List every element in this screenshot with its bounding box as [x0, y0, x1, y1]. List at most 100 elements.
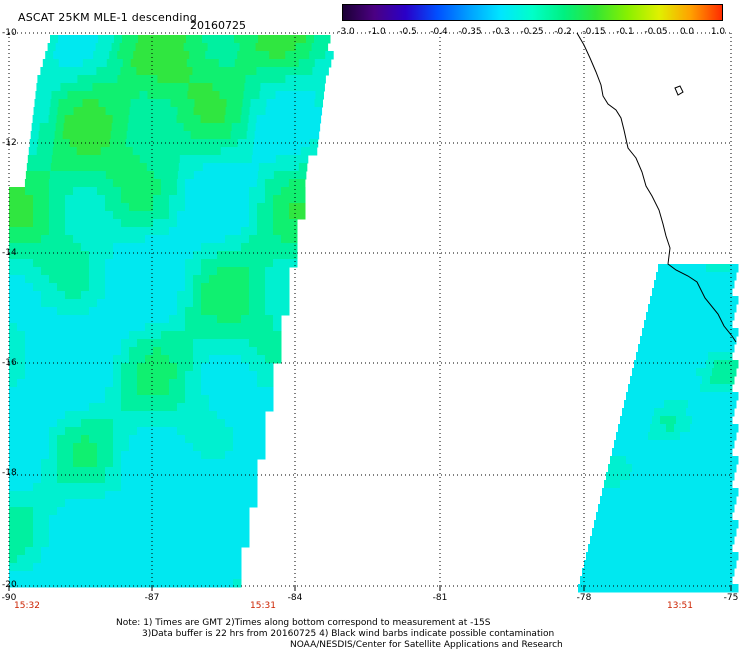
wind-cell: [710, 504, 719, 513]
wind-cell: [297, 171, 307, 180]
wind-cell: [41, 507, 50, 516]
wind-cell: [169, 443, 178, 452]
wind-cell: [646, 408, 655, 417]
wind-cell: [632, 528, 641, 537]
wind-cell: [25, 563, 34, 572]
wind-cell: [720, 464, 729, 473]
wind-cell: [257, 203, 266, 212]
wind-cell: [249, 419, 258, 428]
wind-cell: [144, 67, 153, 76]
wind-cell: [273, 283, 282, 292]
wind-cell: [105, 211, 114, 220]
wind-cell: [257, 339, 266, 348]
wind-cell: [712, 368, 721, 377]
wind-cell: [81, 235, 90, 244]
wind-cell: [272, 67, 281, 76]
wind-cell: [209, 387, 218, 396]
wind-cell: [688, 464, 697, 473]
wind-cell: [191, 123, 201, 132]
wind-cell: [209, 379, 218, 388]
wind-cell: [169, 403, 178, 412]
wind-cell: [17, 243, 26, 252]
wind-cell: [153, 307, 162, 316]
wind-cell: [257, 451, 266, 460]
wind-cell: [17, 459, 26, 468]
wind-cell: [121, 563, 130, 572]
wind-cell: [121, 507, 130, 516]
wind-cell: [97, 331, 106, 340]
wind-cell: [51, 155, 61, 164]
wind-cell: [674, 296, 683, 305]
wind-cell: [25, 267, 34, 276]
wind-cell: [176, 67, 185, 76]
wind-cell: [220, 147, 230, 156]
wind-cell: [113, 467, 122, 476]
wind-cell: [33, 107, 43, 116]
lon-label: -84: [287, 593, 303, 603]
wind-cell: [89, 211, 98, 220]
wind-cell: [49, 275, 58, 284]
wind-cell: [97, 227, 106, 236]
wind-cell: [322, 35, 331, 44]
wind-cell: [73, 539, 82, 548]
wind-cell: [82, 99, 92, 108]
wind-cell: [48, 179, 58, 188]
wind-cell: [241, 211, 250, 220]
wind-cell: [137, 531, 146, 540]
wind-cell: [145, 355, 154, 364]
wind-cell: [289, 219, 298, 228]
wind-cell: [209, 411, 218, 420]
wind-cell: [193, 331, 202, 340]
wind-cell: [193, 307, 202, 316]
wind-cell: [660, 576, 669, 585]
wind-cell: [17, 387, 26, 396]
wind-cell: [690, 520, 699, 529]
wind-cell: [169, 299, 178, 308]
wind-cell: [169, 171, 179, 180]
wind-cell: [81, 331, 90, 340]
note-line: 3)Data buffer is 22 hrs from 20160725 4)…: [142, 629, 555, 639]
wind-cell: [638, 440, 647, 449]
wind-cell: [57, 227, 66, 236]
wind-cell: [49, 371, 58, 380]
wind-cell: [602, 520, 611, 529]
wind-cell: [684, 576, 693, 585]
wind-cell: [193, 243, 202, 252]
wind-cell: [666, 552, 675, 561]
wind-cell: [209, 403, 218, 412]
wind-cell: [274, 163, 284, 172]
wind-cell: [201, 435, 210, 444]
wind-cell: [698, 392, 707, 401]
wind-cell: [185, 363, 194, 372]
wind-cell: [137, 211, 146, 220]
wind-cell: [664, 304, 673, 313]
wind-cell: [249, 483, 258, 492]
wind-cell: [702, 312, 711, 321]
wind-cell: [33, 355, 42, 364]
wind-cell: [296, 67, 305, 76]
wind-cell: [241, 515, 250, 524]
wind-cell: [297, 107, 307, 116]
wind-cell: [630, 568, 639, 577]
wind-cell: [185, 475, 194, 484]
wind-cell: [281, 219, 290, 228]
wind-cell: [184, 67, 193, 76]
wind-cell: [145, 299, 154, 308]
wind-cell: [147, 91, 156, 100]
wind-cell: [165, 51, 174, 60]
wind-cell: [49, 411, 58, 420]
wind-cell: [161, 339, 170, 348]
wind-cell: [314, 59, 324, 68]
wind-cell: [193, 259, 202, 268]
wind-cell: [289, 259, 298, 268]
wind-cell: [113, 539, 122, 548]
wind-cell: [257, 443, 266, 452]
wind-cell: [243, 91, 252, 100]
wind-cell: [241, 427, 250, 436]
wind-cell: [9, 299, 18, 308]
wind-cell: [64, 67, 73, 76]
wind-cell: [668, 448, 677, 457]
wind-cell: [724, 384, 733, 393]
wind-cell: [73, 171, 83, 180]
wind-cell: [177, 251, 186, 260]
